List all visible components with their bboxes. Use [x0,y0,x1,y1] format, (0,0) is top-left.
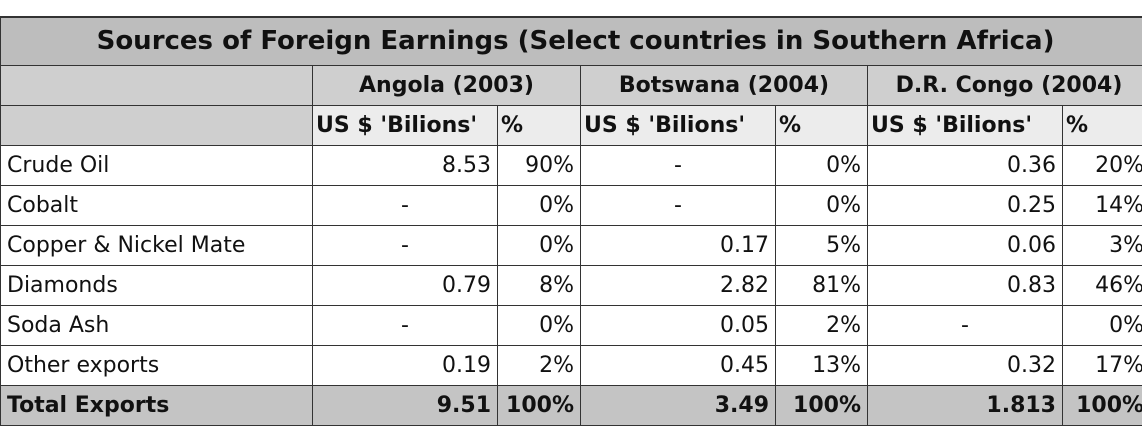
data-row: Crude Oil 8.53 90% -0% 0.36 20% [0,144,1142,186]
subheader: % [497,104,581,146]
row-label: Diamonds [0,264,313,306]
subheader: US $ 'Bilions' [867,104,1063,146]
cell: 2% [497,344,581,386]
cell: - [867,304,1063,346]
cell: 0% [497,304,581,346]
cell: 0% [1061,304,1142,346]
cell: 13% [775,344,868,386]
cell: - [312,224,498,266]
cell: 0% [497,184,581,226]
cell: 0.83 [867,264,1063,306]
data-row: Copper & Nickel Mate -0% 0.17 5% 0.06 3% [0,224,1142,266]
cell: 0.45 [580,344,776,386]
cell: 2% [775,304,868,346]
cell: 8% [497,264,581,306]
cell: 8.53 [312,144,498,186]
blank-cell [0,104,313,146]
data-row: Diamonds 0.79 8% 2.82 81% 0.83 46% [0,264,1142,306]
cell: 0.19 [312,344,498,386]
subheader: % [1061,104,1142,146]
cell: 0.79 [312,264,498,306]
cell: 3% [1061,224,1142,266]
cell: 14% [1061,184,1142,226]
data-row: Other exports 0.19 2% 0.45 13% 0.32 17% [0,344,1142,386]
cell: 2.82 [580,264,776,306]
row-label: Other exports [0,344,313,386]
cell: 0% [497,224,581,266]
cell: - [580,144,776,186]
subheader: % [775,104,868,146]
cell: 9.51 [312,384,498,426]
row-label: Soda Ash [0,304,313,346]
total-row: Total Exports 9.51 100% 3.49 100% 1.813 100% [0,384,1142,426]
cell: 0% [775,144,868,186]
subheader: US $ 'Bilions' [580,104,776,146]
cell: 0.32 [867,344,1063,386]
sheet: Sources of Foreign Earnings (Select coun… [0,16,1142,426]
blank-cell [0,64,313,106]
cell: 0.06 [867,224,1063,266]
cell: 100% [1061,384,1142,426]
row-label: Cobalt [0,184,313,226]
cell: 5% [775,224,868,266]
table-title: Sources of Foreign Earnings (Select coun… [0,16,1142,66]
group-row: Angola (2003) Botswana (2004) D.R. Congo (… [0,64,1142,106]
data-row: Cobalt -0% -0% 0.25 14% [0,184,1142,226]
cell: 100% [497,384,581,426]
group-header: Angola (2003) [312,64,581,106]
cell: 81% [775,264,868,306]
cell: 90% [497,144,581,186]
cell: - [312,184,498,226]
cell: 17% [1061,344,1142,386]
group-header: D.R. Congo (2004) [866,64,1142,106]
cell: 0.25 [867,184,1063,226]
cell: 3.49 [580,384,776,426]
title-row: Sources of Foreign Earnings (Select coun… [0,16,1142,66]
subheader: US $ 'Bilions' [312,104,498,146]
cell: 0% [775,184,868,226]
earnings-table: Sources of Foreign Earnings (Select coun… [0,16,1142,426]
cell: 20% [1061,144,1142,186]
cell: 100% [775,384,868,426]
cell: 0.17 [580,224,776,266]
cell: 0.05 [580,304,776,346]
data-row: Soda Ash -0% 0.05 2% -0% [0,304,1142,346]
cell: 1.813 [867,384,1063,426]
group-header: Botswana (2004) [580,64,868,106]
subheader-row: US $ 'Bilions'% US $ 'Bilions'% US $ 'Bili… [0,104,1142,146]
row-label: Crude Oil [0,144,313,186]
row-label: Total Exports [0,384,313,426]
cell: - [312,304,498,346]
cell: 46% [1061,264,1142,306]
row-label: Copper & Nickel Mate [0,224,313,266]
cell: - [580,184,776,226]
cell: 0.36 [867,144,1063,186]
table-body: Sources of Foreign Earnings (Select coun… [0,16,1142,426]
